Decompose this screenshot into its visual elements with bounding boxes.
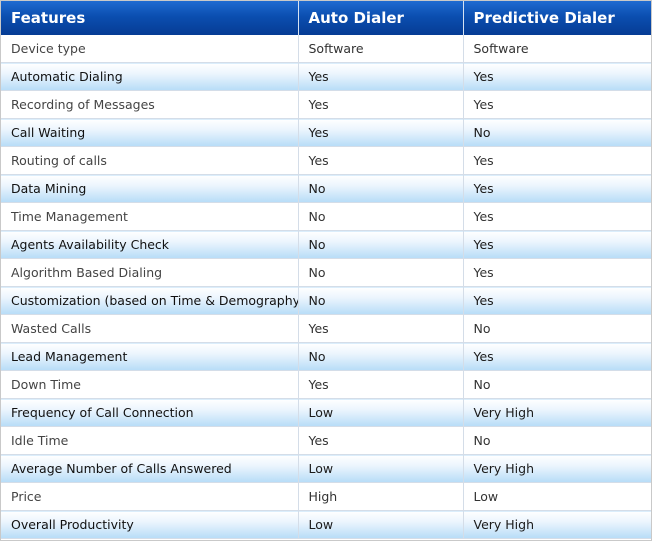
table-row: Down Time Yes No	[1, 370, 651, 399]
feature-cell: Frequency of Call Connection	[1, 398, 299, 427]
feature-cell: Time Management	[1, 202, 299, 231]
auto-dialer-cell: No	[298, 342, 464, 371]
auto-dialer-cell: No	[298, 230, 464, 259]
feature-cell: Data Mining	[1, 174, 299, 203]
table-row: Data Mining No Yes	[1, 174, 651, 203]
table-row: Price High Low	[1, 482, 651, 511]
predictive-dialer-cell: Yes	[463, 146, 651, 175]
table-row: Average Number of Calls Answered Low Ver…	[1, 454, 651, 483]
feature-cell: Wasted Calls	[1, 314, 299, 343]
auto-dialer-cell: No	[298, 202, 464, 231]
predictive-dialer-cell: Very High	[463, 454, 651, 483]
table-row: Device type Software Software	[1, 35, 651, 63]
auto-dialer-cell: High	[298, 482, 464, 511]
predictive-dialer-cell: No	[463, 370, 651, 399]
predictive-dialer-cell: Yes	[463, 286, 651, 315]
feature-cell: Routing of calls	[1, 146, 299, 175]
predictive-dialer-cell: No	[463, 314, 651, 343]
feature-cell: Call Waiting	[1, 118, 299, 147]
table-row: Agents Availability Check No Yes	[1, 230, 651, 259]
auto-dialer-cell: Low	[298, 454, 464, 483]
feature-cell: Down Time	[1, 370, 299, 399]
table-row: Lead Management No Yes	[1, 342, 651, 371]
predictive-dialer-cell: Yes	[463, 90, 651, 119]
table-header-row: Features Auto Dialer Predictive Dialer	[1, 1, 651, 35]
auto-dialer-cell: Yes	[298, 426, 464, 455]
header-predictive-dialer: Predictive Dialer	[463, 1, 651, 35]
table-row: Frequency of Call Connection Low Very Hi…	[1, 398, 651, 427]
auto-dialer-cell: No	[298, 258, 464, 287]
table-row: Customization (based on Time & Demograph…	[1, 286, 651, 315]
auto-dialer-cell: No	[298, 286, 464, 315]
auto-dialer-cell: Yes	[298, 314, 464, 343]
feature-cell: Average Number of Calls Answered	[1, 454, 299, 483]
feature-cell: Device type	[1, 35, 299, 63]
feature-cell: Agents Availability Check	[1, 230, 299, 259]
predictive-dialer-cell: Very High	[463, 510, 651, 539]
auto-dialer-cell: Yes	[298, 90, 464, 119]
feature-cell: Automatic Dialing	[1, 62, 299, 91]
table-row: Call Waiting Yes No	[1, 118, 651, 147]
feature-cell: Idle Time	[1, 426, 299, 455]
predictive-dialer-cell: Yes	[463, 258, 651, 287]
feature-cell: Algorithm Based Dialing	[1, 258, 299, 287]
predictive-dialer-cell: Software	[463, 35, 651, 63]
predictive-dialer-cell: Yes	[463, 174, 651, 203]
table-row: Recording of Messages Yes Yes	[1, 90, 651, 119]
table-body: Device type Software Software Automatic …	[1, 35, 651, 539]
predictive-dialer-cell: Yes	[463, 62, 651, 91]
predictive-dialer-cell: Yes	[463, 230, 651, 259]
auto-dialer-cell: Yes	[298, 370, 464, 399]
table-row: Idle Time Yes No	[1, 426, 651, 455]
auto-dialer-cell: Low	[298, 510, 464, 539]
predictive-dialer-cell: No	[463, 118, 651, 147]
predictive-dialer-cell: Yes	[463, 342, 651, 371]
predictive-dialer-cell: No	[463, 426, 651, 455]
predictive-dialer-cell: Yes	[463, 202, 651, 231]
table-row: Automatic Dialing Yes Yes	[1, 62, 651, 91]
auto-dialer-cell: Yes	[298, 62, 464, 91]
header-auto-dialer: Auto Dialer	[298, 1, 464, 35]
header-features: Features	[1, 1, 299, 35]
auto-dialer-cell: Yes	[298, 146, 464, 175]
feature-cell: Price	[1, 482, 299, 511]
predictive-dialer-cell: Low	[463, 482, 651, 511]
feature-cell: Recording of Messages	[1, 90, 299, 119]
feature-cell: Lead Management	[1, 342, 299, 371]
table-row: Wasted Calls Yes No	[1, 314, 651, 343]
auto-dialer-cell: No	[298, 174, 464, 203]
auto-dialer-cell: Software	[298, 35, 464, 63]
auto-dialer-cell: Yes	[298, 118, 464, 147]
table-row: Algorithm Based Dialing No Yes	[1, 258, 651, 287]
table-row: Overall Productivity Low Very High	[1, 510, 651, 539]
table-row: Time Management No Yes	[1, 202, 651, 231]
table-row: Routing of calls Yes Yes	[1, 146, 651, 175]
feature-cell: Overall Productivity	[1, 510, 299, 539]
feature-cell: Customization (based on Time & Demograph…	[1, 286, 299, 315]
predictive-dialer-cell: Very High	[463, 398, 651, 427]
auto-dialer-cell: Low	[298, 398, 464, 427]
